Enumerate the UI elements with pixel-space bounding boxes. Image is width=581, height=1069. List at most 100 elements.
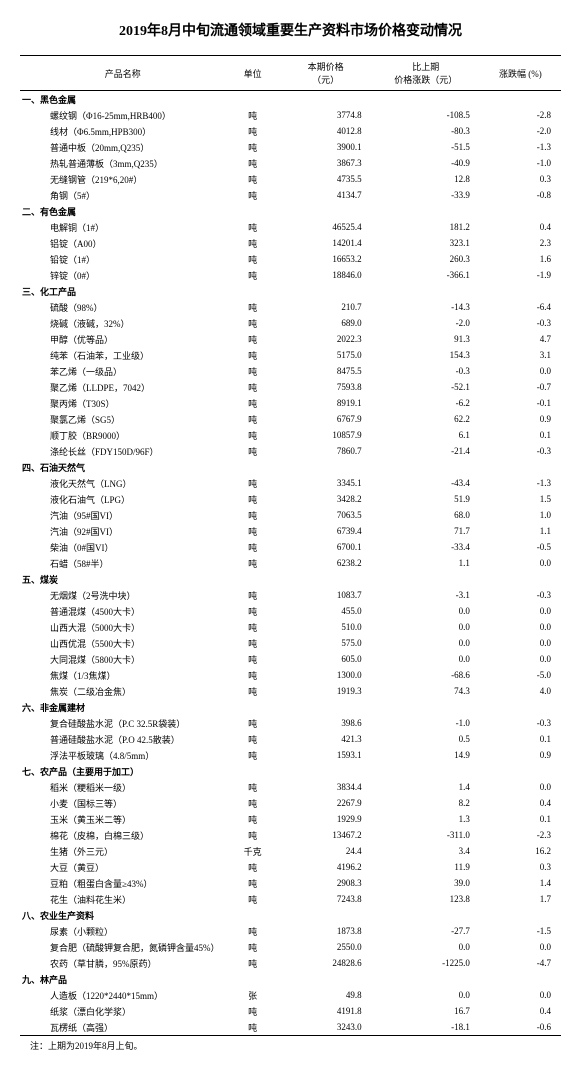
pct: 0.0	[480, 939, 561, 955]
change: -27.7	[372, 923, 480, 939]
table-row: 复合肥（硫酸钾复合肥，氮磷钾含量45%）吨2550.00.00.0	[20, 939, 561, 955]
product-name: 石蜡（58#半）	[20, 555, 226, 571]
category-row: 四、石油天然气	[20, 459, 561, 475]
price: 8475.5	[280, 363, 372, 379]
unit: 吨	[226, 555, 280, 571]
change: 11.9	[372, 859, 480, 875]
table-row: 花生（油料花生米）吨7243.8123.81.7	[20, 891, 561, 907]
product-name: 农药（草甘膦，95%原药）	[20, 955, 226, 971]
unit: 吨	[226, 859, 280, 875]
price: 4196.2	[280, 859, 372, 875]
price: 575.0	[280, 635, 372, 651]
table-row: 玉米（黄玉米二等）吨1929.91.30.1	[20, 811, 561, 827]
price: 510.0	[280, 619, 372, 635]
change: -33.9	[372, 187, 480, 203]
unit: 吨	[226, 411, 280, 427]
table-row: 硫酸（98%）吨210.7-14.3-6.4	[20, 299, 561, 315]
change: -80.3	[372, 123, 480, 139]
pct: -0.5	[480, 539, 561, 555]
product-name: 普通混煤（4500大卡）	[20, 603, 226, 619]
pct: 0.3	[480, 171, 561, 187]
table-row: 热轧普通薄板（3mm,Q235）吨3867.3-40.9-1.0	[20, 155, 561, 171]
product-name: 热轧普通薄板（3mm,Q235）	[20, 155, 226, 171]
table-row: 角钢（5#）吨4134.7-33.9-0.8	[20, 187, 561, 203]
unit: 吨	[226, 635, 280, 651]
unit: 吨	[226, 331, 280, 347]
unit: 吨	[226, 619, 280, 635]
unit: 吨	[226, 123, 280, 139]
change: -51.5	[372, 139, 480, 155]
price: 421.3	[280, 731, 372, 747]
pct: -0.1	[480, 395, 561, 411]
product-name: 山西大混（5000大卡）	[20, 619, 226, 635]
price: 18846.0	[280, 267, 372, 283]
pct: 0.4	[480, 1003, 561, 1019]
product-name: 复合硅酸盐水泥（P.C 32.5R袋装）	[20, 715, 226, 731]
price: 3428.2	[280, 491, 372, 507]
change: 51.9	[372, 491, 480, 507]
change: 12.8	[372, 171, 480, 187]
change: -366.1	[372, 267, 480, 283]
table-row: 无烟煤（2号洗中块）吨1083.7-3.1-0.3	[20, 587, 561, 603]
price: 3900.1	[280, 139, 372, 155]
unit: 吨	[226, 667, 280, 683]
product-name: 无缝钢管（219*6,20#）	[20, 171, 226, 187]
product-name: 电解铜（1#）	[20, 219, 226, 235]
price: 49.8	[280, 987, 372, 1003]
price: 2908.3	[280, 875, 372, 891]
price: 8919.1	[280, 395, 372, 411]
unit: 张	[226, 987, 280, 1003]
pct: -1.3	[480, 139, 561, 155]
change: 1.3	[372, 811, 480, 827]
table-row: 瓦楞纸（高强）吨3243.0-18.1-0.6	[20, 1019, 561, 1036]
price: 14201.4	[280, 235, 372, 251]
unit: 吨	[226, 139, 280, 155]
table-row: 汽油（95#国VI）吨7063.568.01.0	[20, 507, 561, 523]
pct: -0.8	[480, 187, 561, 203]
table-row: 山西大混（5000大卡）吨510.00.00.0	[20, 619, 561, 635]
price: 398.6	[280, 715, 372, 731]
price: 1083.7	[280, 587, 372, 603]
pct: 0.0	[480, 987, 561, 1003]
product-name: 花生（油料花生米）	[20, 891, 226, 907]
price: 7243.8	[280, 891, 372, 907]
change: 16.7	[372, 1003, 480, 1019]
product-name: 涤纶长丝（FDY150D/96F）	[20, 443, 226, 459]
change: 1.4	[372, 779, 480, 795]
pct: 1.6	[480, 251, 561, 267]
table-row: 螺纹钢（Φ16-25mm,HRB400）吨3774.8-108.5-2.8	[20, 107, 561, 123]
table-row: 普通硅酸盐水泥（P.O 42.5散装）吨421.30.50.1	[20, 731, 561, 747]
pct: 0.0	[480, 555, 561, 571]
table-row: 豆粕（粗蛋白含量≥43%）吨2908.339.01.4	[20, 875, 561, 891]
change: 0.0	[372, 619, 480, 635]
col-price: 本期价格（元）	[280, 56, 372, 91]
change: 181.2	[372, 219, 480, 235]
product-name: 小麦（国标三等）	[20, 795, 226, 811]
product-name: 柴油（0#国VI）	[20, 539, 226, 555]
pct: -0.3	[480, 587, 561, 603]
table-row: 棉花（皮棉，白棉三级）吨13467.2-311.0-2.3	[20, 827, 561, 843]
table-row: 液化石油气（LPG）吨3428.251.91.5	[20, 491, 561, 507]
table-row: 尿素（小颗粒）吨1873.8-27.7-1.5	[20, 923, 561, 939]
pct: -0.3	[480, 315, 561, 331]
price: 13467.2	[280, 827, 372, 843]
product-name: 瓦楞纸（高强）	[20, 1019, 226, 1036]
unit: 吨	[226, 235, 280, 251]
product-name: 焦煤（1/3焦煤）	[20, 667, 226, 683]
product-name: 硫酸（98%）	[20, 299, 226, 315]
unit: 吨	[226, 795, 280, 811]
product-name: 铝锭（A00）	[20, 235, 226, 251]
change: -14.3	[372, 299, 480, 315]
change: 0.0	[372, 635, 480, 651]
price: 4735.5	[280, 171, 372, 187]
category-row: 五、煤炭	[20, 571, 561, 587]
unit: 吨	[226, 955, 280, 971]
table-row: 线材（Φ6.5mm,HPB300）吨4012.8-80.3-2.0	[20, 123, 561, 139]
category-row: 八、农业生产资料	[20, 907, 561, 923]
table-row: 山西优混（5500大卡）吨575.00.00.0	[20, 635, 561, 651]
unit: 吨	[226, 219, 280, 235]
price: 6238.2	[280, 555, 372, 571]
unit: 吨	[226, 395, 280, 411]
product-name: 大同混煤（5800大卡）	[20, 651, 226, 667]
pct: 0.1	[480, 811, 561, 827]
